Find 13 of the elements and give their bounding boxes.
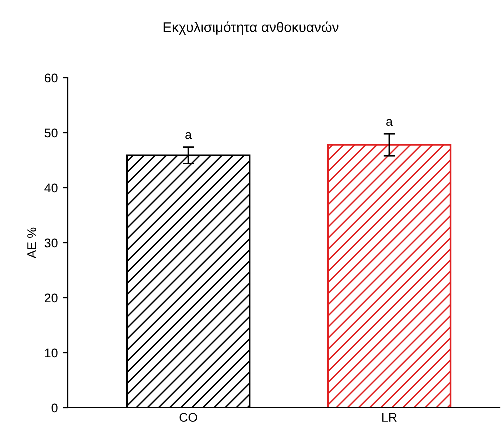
y-tick-label: 60: [45, 74, 58, 83]
x-tick-label: LR: [382, 413, 397, 422]
y-tick-label: 50: [44, 128, 58, 138]
annotation: a: [186, 132, 192, 140]
y-tick-label: 30: [44, 238, 58, 248]
x-tick-label: CO: [180, 413, 198, 422]
y-tick-label: 20: [45, 294, 58, 303]
annotation: a: [386, 119, 393, 126]
chart-title: Εκχυλισιμότητα ανθοκυανών: [164, 22, 339, 36]
y-axis-title: AE %: [28, 228, 36, 259]
y-tick-label: 40: [44, 184, 58, 193]
y-tick-label: 0: [52, 404, 58, 413]
y-tick-label: 10: [45, 348, 58, 358]
